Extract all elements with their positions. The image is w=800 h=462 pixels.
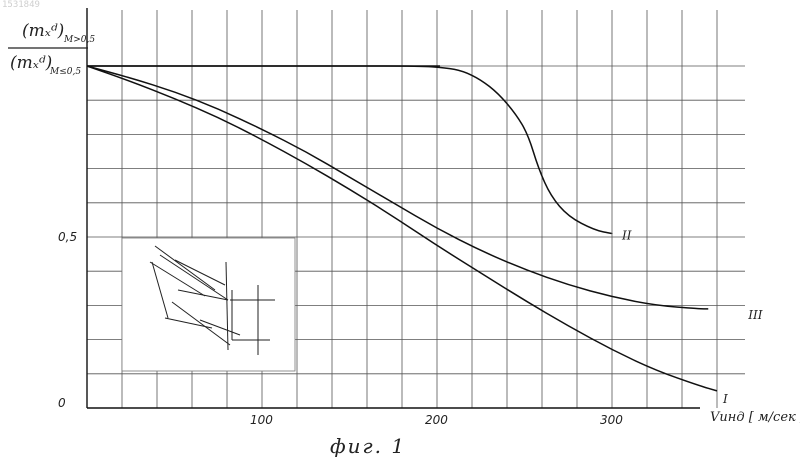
x-axis-label: Vинд [ м/сек ] [710,410,800,425]
series-label-III: III [747,308,762,322]
x-tick-label: 100 [250,413,273,427]
y-tick-label: 0 [58,396,66,410]
y-tick-label: 0,5 [58,230,77,244]
inset-panel [122,238,295,371]
figure-caption: фиг. 1 [330,434,406,458]
y-label-denominator: (mₓᵈ) [10,53,52,73]
x-tick-label: 300 [600,413,623,427]
y-axis-label: (mₓᵈ) M>0,5 (mₓᵈ) M≤0,5 [8,21,95,77]
series-label-I: I [722,392,728,406]
y-label-numerator-sub: M>0,5 [63,35,95,45]
series-line-II [87,66,612,234]
y-label-denominator-sub: M≤0,5 [49,67,81,77]
inset-sketch [122,238,295,371]
x-tick-label: 200 [425,413,448,427]
series-label-II: II [621,229,632,243]
y-label-numerator: (mₓᵈ) [22,21,64,41]
